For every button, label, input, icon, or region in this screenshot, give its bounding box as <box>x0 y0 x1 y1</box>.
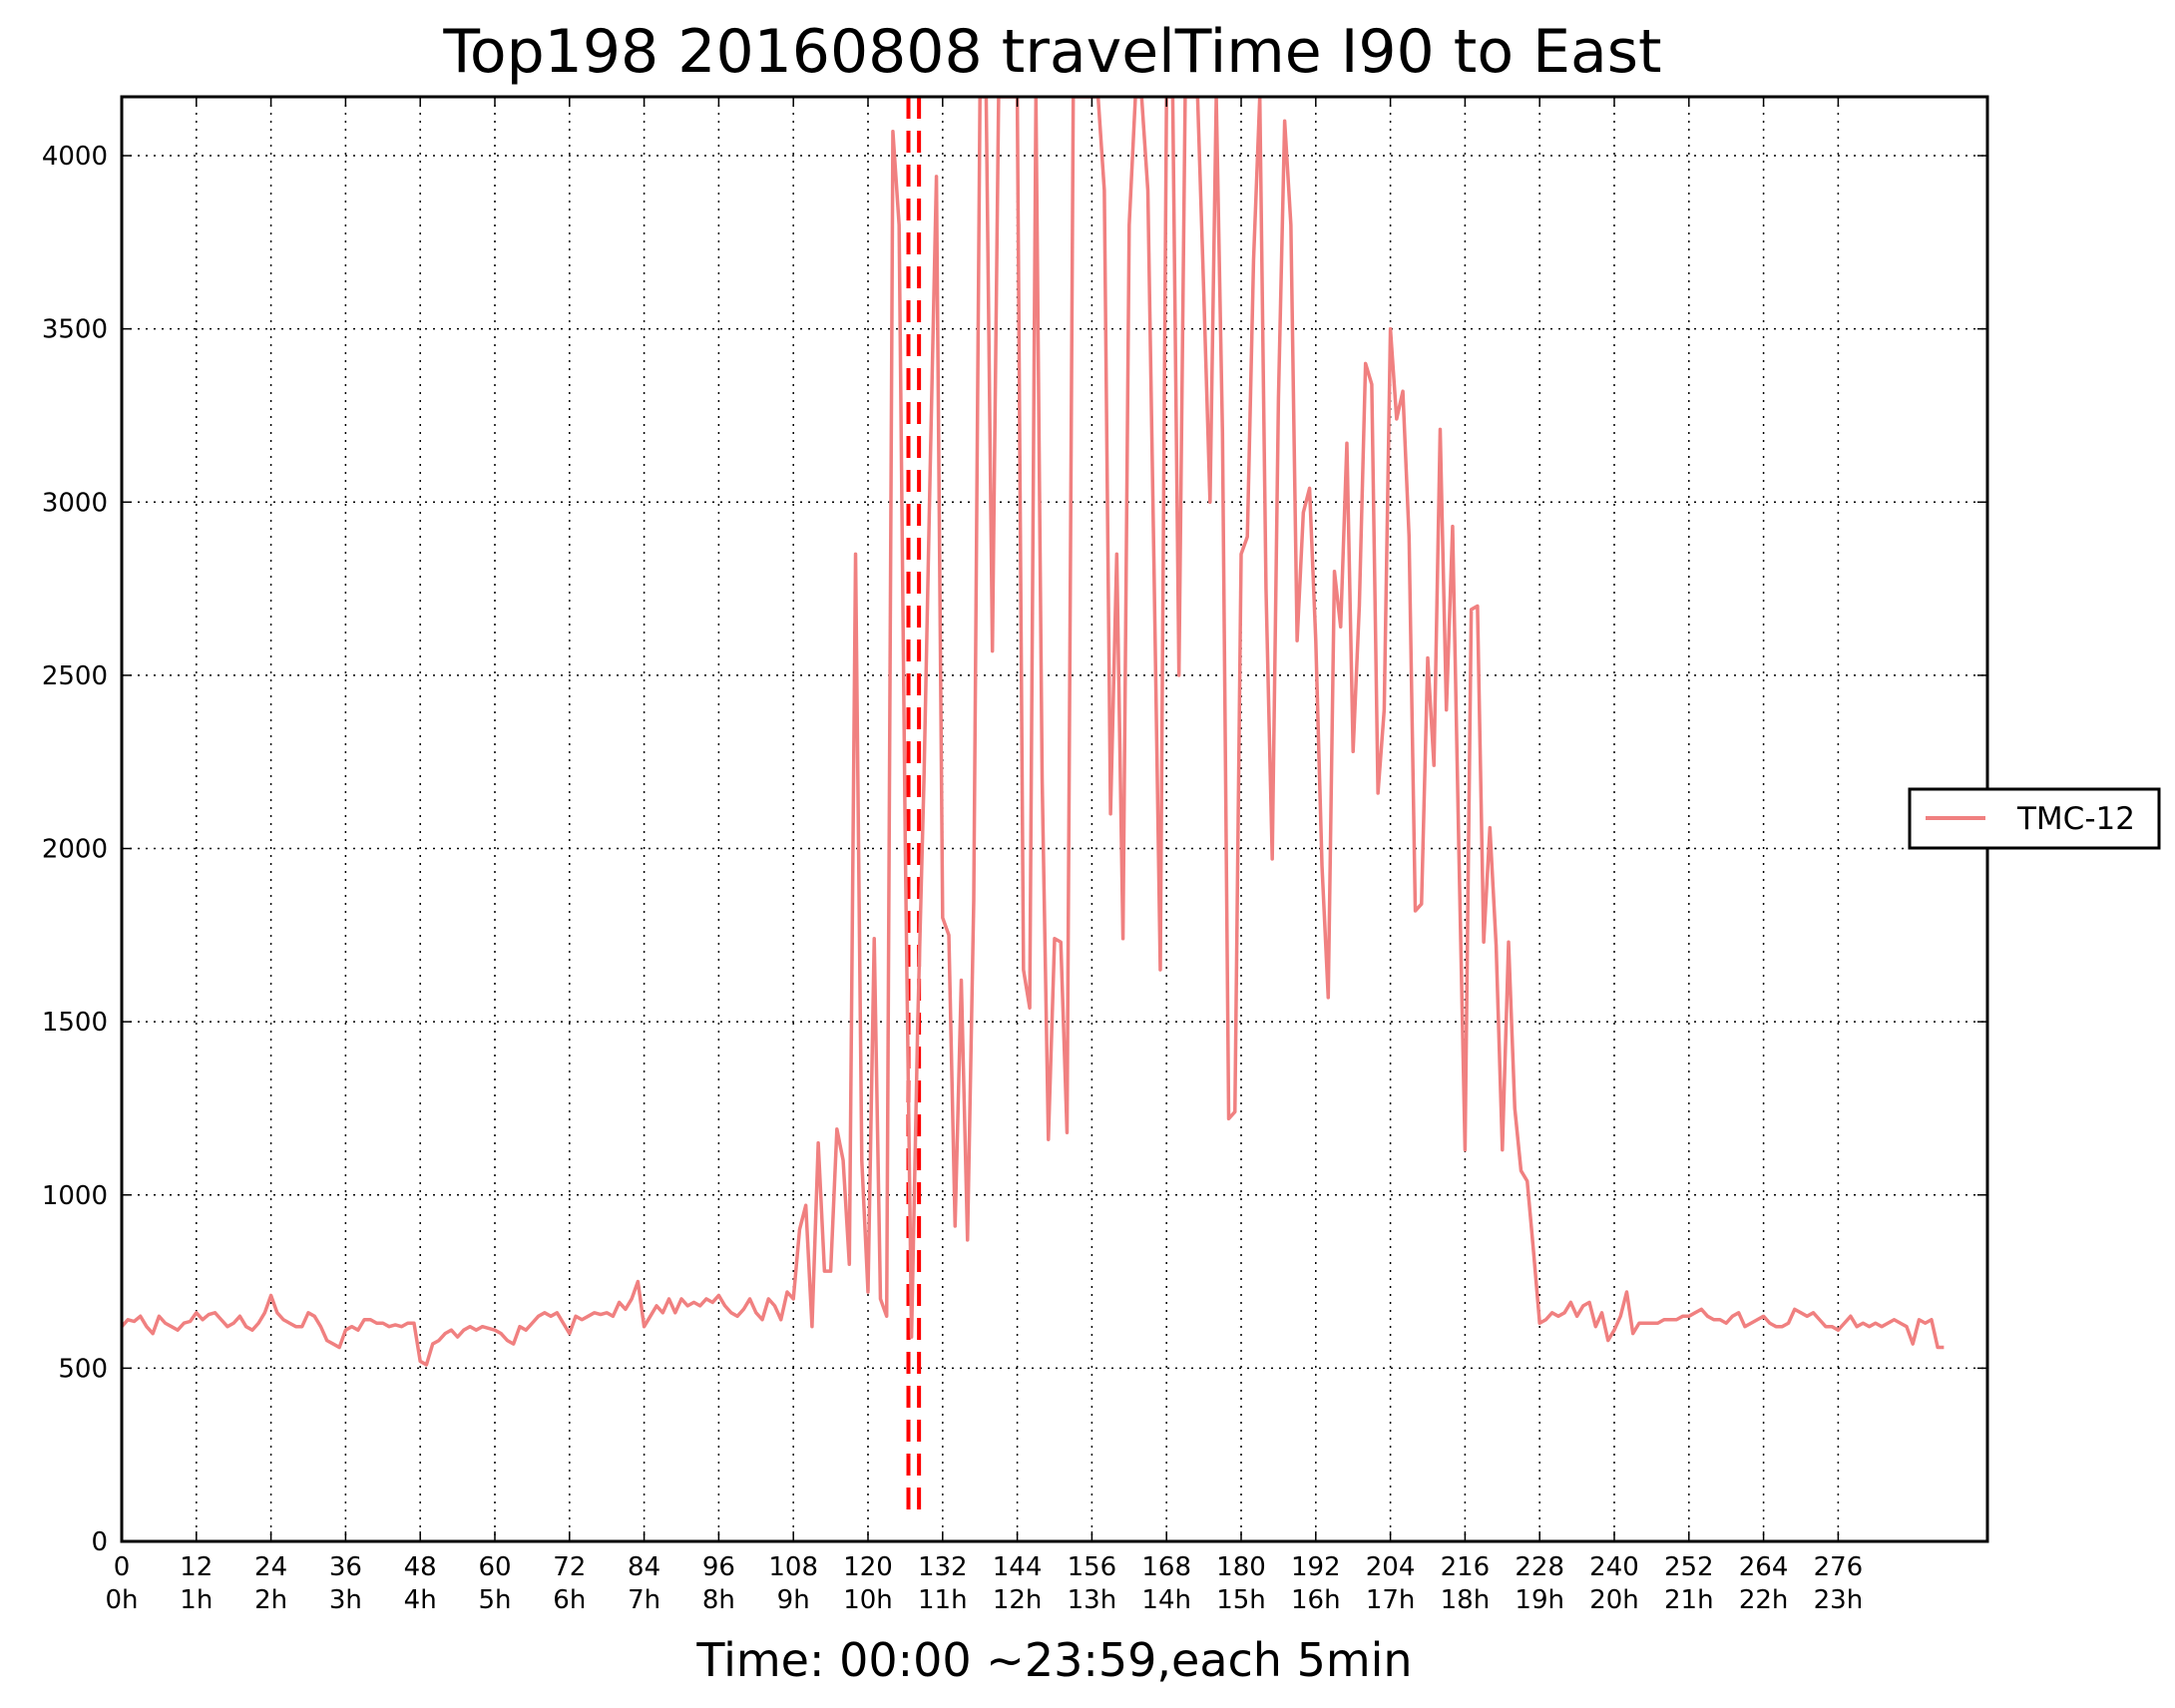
y-tick-label-3000: 3000 <box>42 488 108 518</box>
x-tick-label-216: 216 <box>1441 1552 1491 1582</box>
x-tick-label-12: 12 <box>180 1552 213 1582</box>
x-tick-sublabel-12: 1h <box>180 1585 213 1615</box>
x-tick-label-96: 96 <box>702 1552 735 1582</box>
x-tick-sublabel-276: 23h <box>1814 1585 1864 1615</box>
series-lines <box>122 97 1945 1367</box>
y-tick-label-500: 500 <box>58 1354 108 1384</box>
x-tick-sublabel-120: 10h <box>843 1585 893 1615</box>
x-tick-label-132: 132 <box>918 1552 968 1582</box>
y-tick-label-2500: 2500 <box>42 661 108 691</box>
x-tick-sublabel-36: 3h <box>329 1585 362 1615</box>
x-tick-label-192: 192 <box>1291 1552 1341 1582</box>
x-tick-sublabel-156: 13h <box>1068 1585 1117 1615</box>
x-tick-label-24: 24 <box>254 1552 287 1582</box>
y-tick-label-2000: 2000 <box>42 835 108 865</box>
x-tick-sublabel-84: 7h <box>628 1585 660 1615</box>
axis-ticks <box>121 97 1987 1542</box>
series-line-tmc-12 <box>122 97 1945 1367</box>
x-tick-sublabel-180: 15h <box>1216 1585 1266 1615</box>
x-tick-sublabel-216: 18h <box>1441 1585 1491 1615</box>
x-tick-label-276: 276 <box>1814 1552 1864 1582</box>
x-tick-sublabel-132: 11h <box>918 1585 968 1615</box>
chart-title: Top198 20160808 travelTime I90 to East <box>442 17 1661 87</box>
x-tick-sublabel-108: 9h <box>777 1585 810 1615</box>
x-tick-label-204: 204 <box>1366 1552 1416 1582</box>
legend: TMC-12 <box>1908 787 2161 850</box>
x-tick-label-0: 0 <box>114 1552 131 1582</box>
x-tick-sublabel-228: 19h <box>1515 1585 1564 1615</box>
x-tick-sublabel-60: 5h <box>478 1585 511 1615</box>
y-tick-label-3500: 3500 <box>42 315 108 345</box>
y-tick-label-0: 0 <box>91 1527 108 1557</box>
x-tick-sublabel-252: 21h <box>1664 1585 1714 1615</box>
x-tick-label-180: 180 <box>1216 1552 1266 1582</box>
y-tick-label-1500: 1500 <box>42 1008 108 1038</box>
x-tick-label-60: 60 <box>478 1552 511 1582</box>
x-tick-sublabel-192: 16h <box>1291 1585 1341 1615</box>
y-tick-label-4000: 4000 <box>42 142 108 172</box>
x-tick-sublabel-24: 2h <box>254 1585 287 1615</box>
x-tick-sublabel-144: 12h <box>993 1585 1043 1615</box>
x-tick-label-228: 228 <box>1515 1552 1564 1582</box>
x-tick-label-168: 168 <box>1141 1552 1191 1582</box>
x-tick-label-72: 72 <box>553 1552 586 1582</box>
x-tick-label-156: 156 <box>1068 1552 1117 1582</box>
legend-label-tmc-12: TMC-12 <box>2016 801 2135 837</box>
x-tick-label-144: 144 <box>993 1552 1043 1582</box>
x-tick-label-120: 120 <box>843 1552 893 1582</box>
x-axis-label: Time: 00:00 ~23:59,each 5min <box>695 1633 1412 1687</box>
x-tick-sublabel-264: 22h <box>1739 1585 1789 1615</box>
x-tick-sublabel-204: 17h <box>1366 1585 1416 1615</box>
y-tick-labels: 0 500 1000 1500 2000 2500 3000 3500 4000 <box>42 142 108 1557</box>
x-tick-sublabel-168: 14h <box>1141 1585 1191 1615</box>
x-tick-label-252: 252 <box>1664 1552 1714 1582</box>
x-tick-label-84: 84 <box>628 1552 660 1582</box>
x-tick-sublabel-48: 4h <box>404 1585 437 1615</box>
x-tick-sublabel-72: 6h <box>553 1585 586 1615</box>
x-tick-label-240: 240 <box>1589 1552 1639 1582</box>
x-tick-sublabel-96: 8h <box>702 1585 735 1615</box>
x-tick-label-264: 264 <box>1739 1552 1789 1582</box>
x-tick-label-36: 36 <box>329 1552 362 1582</box>
x-tick-label-108: 108 <box>768 1552 818 1582</box>
x-tick-label-48: 48 <box>404 1552 437 1582</box>
x-tick-sublabel-0: 0h <box>105 1585 138 1615</box>
y-tick-label-1000: 1000 <box>42 1181 108 1211</box>
x-tick-sublabel-240: 20h <box>1589 1585 1639 1615</box>
